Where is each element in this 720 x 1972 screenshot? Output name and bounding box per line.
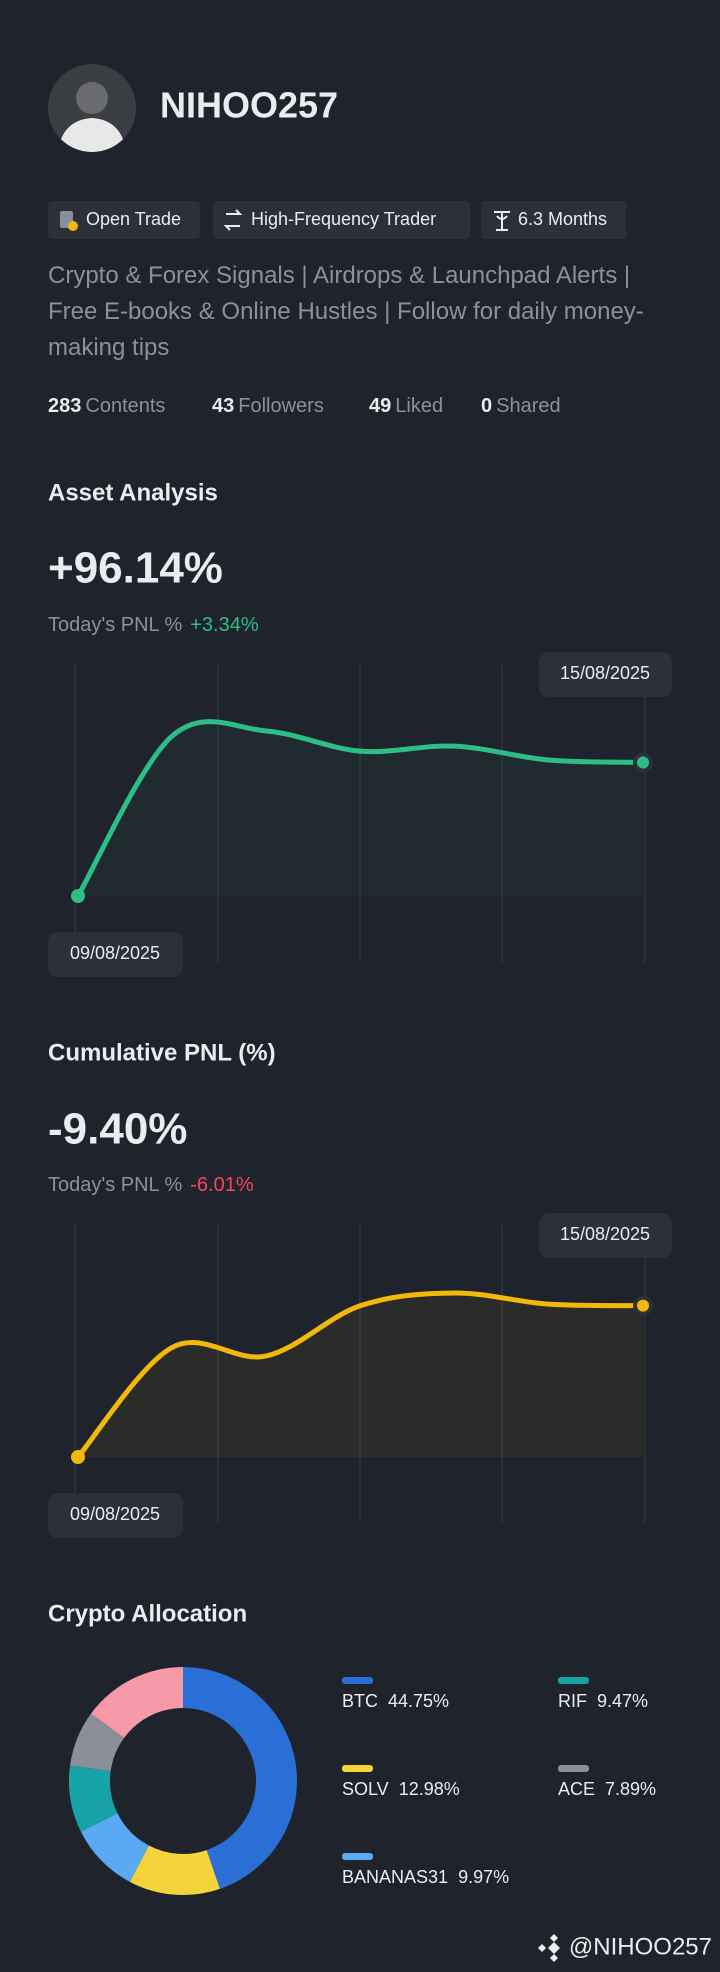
- legend-swatch: [342, 1677, 373, 1684]
- section-title: Crypto Allocation: [48, 1600, 247, 1627]
- badge: High-Frequency Trader: [213, 201, 470, 239]
- badge: 6.3 Months: [481, 201, 626, 239]
- legend-entry: BANANAS31 9.97%: [342, 1867, 509, 1887]
- stat-value: 0: [481, 395, 492, 417]
- today-pnl: Today's PNL % -6.01%: [48, 1174, 254, 1196]
- legend-entry: RIF 9.47%: [558, 1691, 648, 1711]
- stat-label: Liked: [395, 395, 443, 417]
- donut-slice: [129, 1845, 220, 1895]
- footer-handle: @NIHOO257: [569, 1933, 712, 1960]
- footer: @NIHOO257: [538, 1933, 712, 1962]
- date-tag: [48, 1493, 183, 1538]
- legend-value: 9.97%: [458, 1867, 509, 1887]
- stat: 283 Contents: [48, 395, 165, 417]
- section-title: Cumulative PNL (%): [48, 1039, 276, 1066]
- area: [78, 721, 643, 896]
- avatar[interactable]: [48, 64, 136, 152]
- today-label: Today's PNL %: [48, 614, 182, 636]
- legend-swatch: [342, 1853, 373, 1860]
- line: [75, 719, 646, 899]
- start-dot: [71, 1450, 85, 1464]
- donut-slice: [80, 1813, 149, 1882]
- stat: 0 Shared: [481, 395, 561, 417]
- username: NIHOO257: [160, 85, 338, 126]
- line: [75, 1290, 646, 1460]
- legend-entry: ACE 7.89%: [558, 1779, 656, 1799]
- stat-value: 49: [369, 395, 391, 417]
- badge-text: High-Frequency Trader: [251, 209, 436, 229]
- legend-label: BTC: [342, 1691, 378, 1711]
- today-label: Today's PNL %: [48, 1174, 182, 1196]
- legend-label: SOLV: [342, 1779, 389, 1799]
- legend-value: 44.75%: [388, 1691, 449, 1711]
- legend-label: ACE: [558, 1779, 595, 1799]
- badge-text: 6.3 Months: [518, 209, 607, 229]
- end-dot-core: [637, 1299, 649, 1312]
- legend-swatch: [558, 1677, 589, 1684]
- headline-value: -9.40%: [48, 1105, 187, 1154]
- stat: 49 Liked: [369, 395, 443, 417]
- stat-label: Contents: [85, 395, 165, 417]
- bio: Crypto & Forex Signals | Airdrops & Laun…: [48, 262, 644, 361]
- donut-slice: [70, 1713, 125, 1772]
- donut-slice: [183, 1667, 298, 1889]
- legend-value: 12.98%: [399, 1779, 460, 1799]
- legend-entry: BTC 44.75%: [342, 1691, 449, 1711]
- date-tag: [48, 932, 183, 977]
- bio-box: Crypto & Forex Signals | Airdrops & Laun…: [48, 262, 644, 361]
- legend-swatch: [558, 1765, 589, 1772]
- date-label: 09/08/2025: [70, 943, 160, 963]
- end-dot-core: [637, 756, 649, 769]
- donut-slice: [91, 1667, 183, 1738]
- stat-label: Followers: [238, 395, 324, 417]
- stat-value: 43: [212, 395, 234, 417]
- today-value: -6.01%: [190, 1174, 254, 1196]
- start-dot: [71, 889, 85, 903]
- legend-value: 7.89%: [605, 1779, 656, 1799]
- today-pnl: Today's PNL % +3.34%: [48, 614, 259, 636]
- headline-value: +96.14%: [48, 544, 223, 593]
- badge: Open Trade: [48, 201, 200, 239]
- legend-label: RIF: [558, 1691, 587, 1711]
- section-title: Asset Analysis: [48, 479, 218, 506]
- legend-label: BANANAS31: [342, 1867, 448, 1887]
- legend-value: 9.47%: [597, 1691, 648, 1711]
- area: [78, 1292, 643, 1457]
- date-tag: [539, 1213, 672, 1258]
- badge-text: Open Trade: [86, 209, 181, 229]
- legend-swatch: [342, 1765, 373, 1772]
- date-label: 15/08/2025: [560, 1224, 650, 1244]
- date-label: 15/08/2025: [560, 663, 650, 683]
- stat-label: Shared: [496, 395, 561, 417]
- today-value: +3.34%: [190, 614, 259, 636]
- date-label: 09/08/2025: [70, 1504, 160, 1524]
- stat: 43 Followers: [212, 395, 324, 417]
- stat-value: 283: [48, 395, 81, 417]
- date-tag: [539, 652, 672, 697]
- donut-slice: [69, 1765, 118, 1832]
- legend-entry: SOLV 12.98%: [342, 1779, 460, 1799]
